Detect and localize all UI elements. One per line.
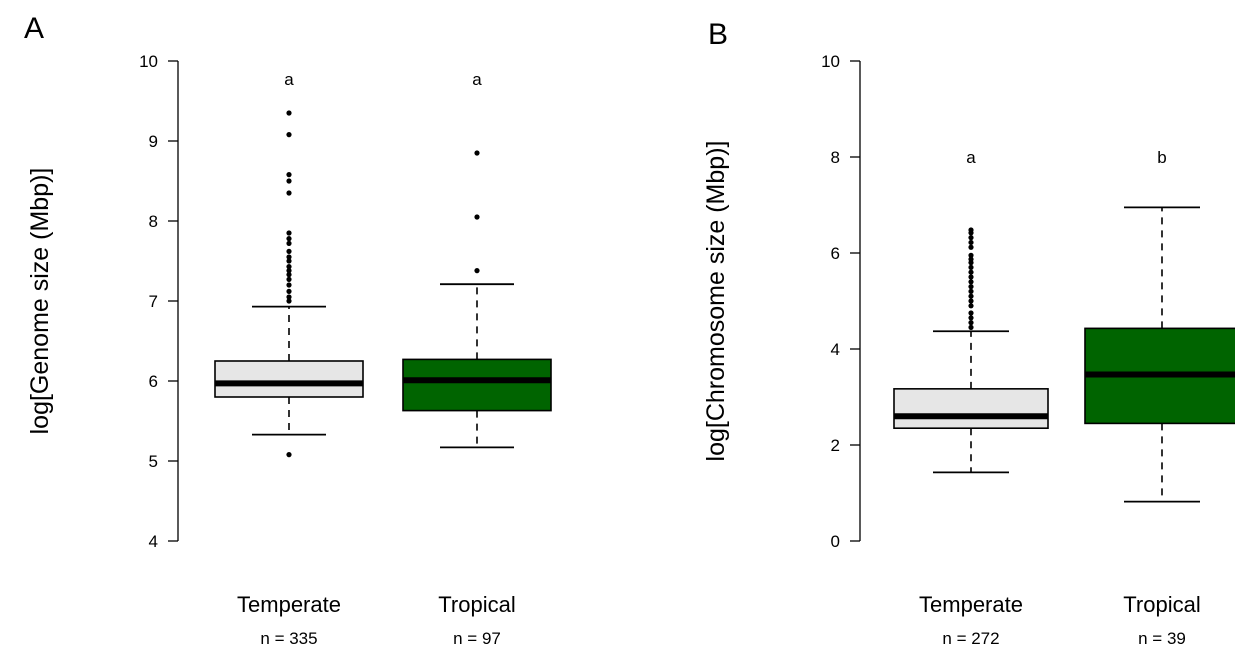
y-tick-label: 4 (149, 532, 158, 551)
outlier-point (286, 268, 292, 274)
outlier-point (286, 110, 292, 116)
outlier-point (286, 272, 292, 278)
sample-size-label: n = 39 (1138, 629, 1186, 648)
outlier-point (286, 190, 292, 196)
box-tropical: a Tropical n = 97 (402, 70, 552, 648)
outlier-point (968, 264, 974, 270)
outlier-point (968, 256, 974, 262)
outlier-point (474, 268, 480, 274)
outlier-point (968, 244, 974, 250)
outlier-point (968, 303, 974, 309)
outlier-point (968, 252, 974, 258)
y-tick-label: 6 (831, 244, 840, 263)
x-category-label: Temperate (919, 592, 1023, 617)
y-tick-label: 5 (149, 452, 158, 471)
box-tropical: b Tropical n = 39 (1084, 148, 1235, 648)
outlier-point (286, 452, 292, 458)
outlier-point (968, 227, 974, 233)
outlier-point (286, 294, 292, 300)
y-tick-label: 6 (149, 372, 158, 391)
x-category-label: Tropical (438, 592, 515, 617)
box-temperate: a Temperate n = 335 (214, 70, 364, 648)
outlier-point (286, 276, 292, 282)
sample-size-label: n = 335 (260, 629, 317, 648)
outlier-point (968, 284, 974, 290)
y-tick-label: 4 (831, 340, 840, 359)
y-tick-label: 2 (831, 436, 840, 455)
y-tick-label: 8 (831, 148, 840, 167)
outlier-point (968, 298, 974, 304)
sample-size-label: n = 97 (453, 629, 501, 648)
outlier-point (286, 236, 292, 242)
outlier-point (968, 269, 974, 275)
outlier-point (286, 288, 292, 294)
outlier-point (286, 264, 292, 270)
outlier-point (968, 315, 974, 321)
x-category-label: Tropical (1123, 592, 1200, 617)
outlier-point (286, 298, 292, 304)
significance-letter: a (284, 70, 294, 89)
outlier-point (286, 240, 292, 246)
y-tick-label: 7 (149, 292, 158, 311)
significance-letter: b (1157, 148, 1166, 167)
outlier-point (286, 172, 292, 178)
y-axis-title: log[Chromosome size (Mbp)] (702, 141, 730, 462)
iqr-box (402, 358, 552, 412)
y-tick-label: 9 (149, 132, 158, 151)
panel-label: A (24, 12, 44, 45)
iqr-box (893, 388, 1049, 429)
iqr-box (214, 360, 364, 398)
outlier-point (968, 310, 974, 316)
outlier-point (968, 293, 974, 299)
outlier-point (286, 258, 292, 264)
sample-size-label: n = 272 (942, 629, 999, 648)
outlier-point (286, 254, 292, 260)
significance-letter: a (472, 70, 482, 89)
outlier-point (968, 324, 974, 330)
significance-letter: a (966, 148, 976, 167)
outlier-point (968, 239, 974, 246)
outlier-point (968, 320, 974, 326)
x-category-label: Temperate (237, 592, 341, 617)
outlier-point (968, 274, 974, 280)
y-axis-title: log[Genome size (Mbp)] (26, 168, 54, 435)
outlier-point (286, 230, 292, 236)
y-tick-label: 0 (831, 532, 840, 551)
outlier-point (474, 214, 480, 220)
outlier-point (286, 282, 292, 288)
panel-label: B (708, 18, 728, 51)
outlier-point (968, 235, 974, 241)
outlier-point (968, 279, 974, 285)
y-tick-label: 8 (149, 212, 158, 231)
outlier-point (286, 178, 292, 184)
y-tick-label: 10 (821, 52, 840, 71)
outlier-point (286, 132, 292, 138)
outlier-point (968, 288, 974, 294)
outlier-point (286, 248, 292, 254)
box-temperate: a Temperate n = 272 (893, 148, 1049, 648)
y-tick-label: 10 (139, 52, 158, 71)
outlier-point (474, 150, 480, 156)
